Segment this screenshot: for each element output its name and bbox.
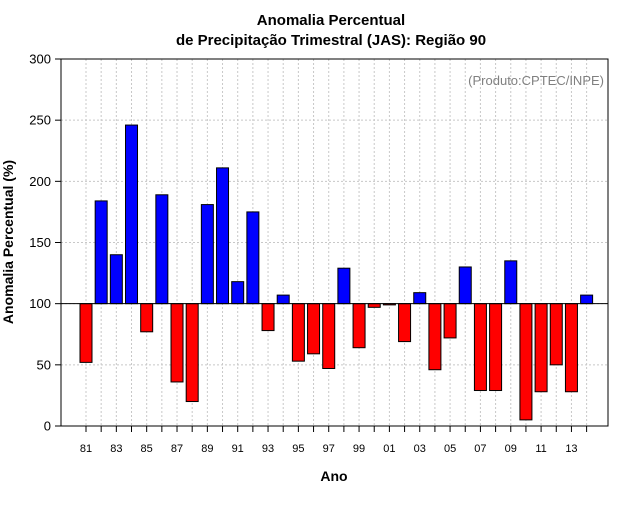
y-tick-label: 200	[29, 174, 51, 189]
x-tick-label: 93	[262, 443, 274, 455]
x-tick-label: 05	[444, 443, 456, 455]
x-tick-label: 85	[141, 443, 153, 455]
bar	[216, 167, 230, 305]
x-tick-label: 81	[80, 443, 92, 455]
bar	[352, 303, 366, 349]
bar	[504, 260, 518, 305]
bar	[170, 303, 184, 383]
y-tick-label: 100	[29, 296, 51, 311]
bar	[200, 204, 214, 305]
bar	[564, 303, 578, 393]
bar	[443, 303, 457, 339]
bar	[428, 303, 442, 371]
x-tick-label: 03	[414, 443, 426, 455]
x-tick-label: 97	[323, 443, 335, 455]
bar	[519, 303, 533, 421]
x-tick-label: 11	[535, 443, 546, 455]
y-tick-label: 0	[44, 419, 51, 434]
x-tick-label: 91	[232, 443, 244, 455]
bar	[261, 303, 275, 332]
bar	[94, 200, 108, 305]
bar	[246, 211, 260, 305]
bar	[231, 281, 245, 305]
x-tick-label: 09	[505, 443, 517, 455]
y-tick-label: 300	[29, 52, 51, 67]
bar	[489, 303, 503, 392]
bar	[473, 303, 487, 392]
bar	[534, 303, 548, 393]
bar	[125, 124, 139, 305]
bar	[367, 303, 381, 308]
bar	[398, 303, 412, 343]
x-axis: 81 83 85 87 89 91 93 95 97 99 01 03 05 07 09 11 13	[80, 426, 588, 455]
bar	[276, 294, 290, 305]
bar	[307, 303, 321, 355]
x-tick-label: 07	[474, 443, 486, 455]
x-tick-label: 83	[110, 443, 122, 455]
y-tick-label: 150	[29, 235, 51, 250]
y-tick-label: 50	[37, 357, 51, 372]
chart-title-line1: Anomalia Percentual	[257, 12, 405, 29]
x-tick-label: 89	[201, 443, 213, 455]
bar	[322, 303, 336, 370]
bar	[79, 303, 93, 363]
x-tick-label: 95	[292, 443, 304, 455]
bar	[291, 303, 305, 362]
bar	[580, 294, 594, 305]
bar	[413, 292, 427, 305]
bars-layer	[79, 124, 594, 421]
x-tick-label: 99	[353, 443, 365, 455]
x-tick-label: 01	[383, 443, 395, 455]
bar	[549, 303, 563, 366]
y-axis-label: Anomalia Percentual (%)	[0, 160, 16, 324]
y-axis: 0 50 100 150 200 250 300	[29, 52, 61, 434]
bar	[458, 266, 472, 305]
bar	[337, 267, 351, 305]
bar	[185, 303, 199, 403]
y-tick-label: 250	[29, 113, 51, 128]
bar	[140, 303, 154, 333]
x-tick-label: 13	[565, 443, 577, 455]
chart-title-line2: de Precipitação Trimestral (JAS): Região…	[176, 32, 486, 49]
bar	[109, 254, 123, 305]
source-annotation: (Produto:CPTEC/INPE)	[468, 73, 604, 88]
bar	[155, 194, 169, 305]
x-tick-label: 87	[171, 443, 183, 455]
x-axis-label: Ano	[320, 468, 347, 484]
